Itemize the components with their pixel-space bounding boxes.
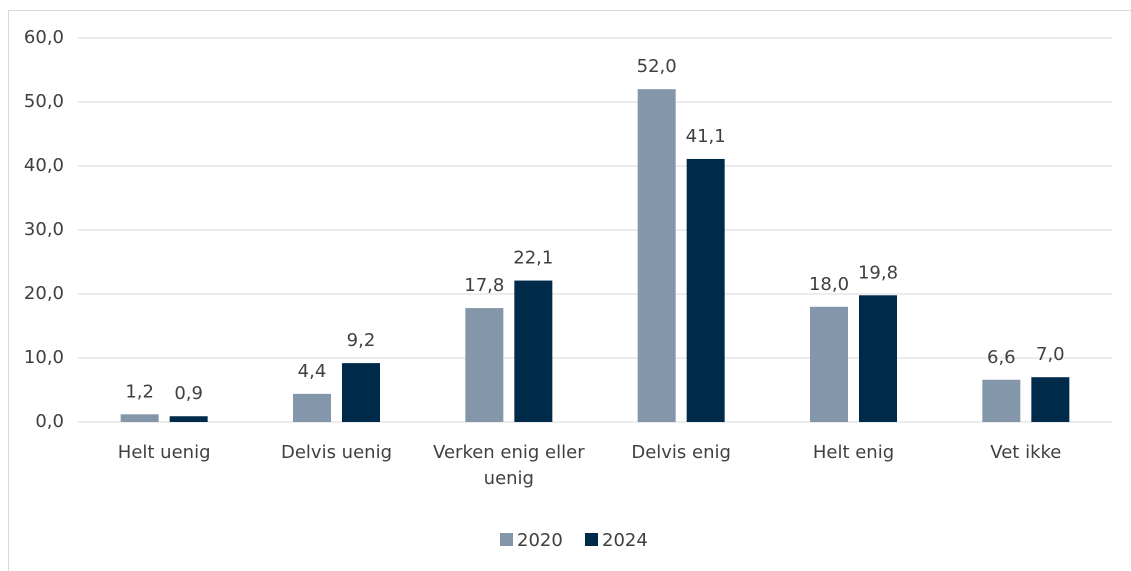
bar [810,306,848,422]
data-label: 9,2 [347,330,376,351]
bar [686,158,725,422]
bar [293,393,331,422]
bar [637,89,676,422]
bar [514,280,553,422]
x-tick-label: Vet ikke [990,442,1062,463]
x-tick-label: Delvis enig [631,442,731,463]
y-tick-label: 40,0 [24,155,64,176]
data-label: 41,1 [686,126,726,147]
legend-label: 2020 [517,530,563,551]
data-label: 52,0 [637,56,677,77]
y-tick-label: 50,0 [24,91,64,112]
bar [1031,377,1070,422]
data-label: 22,1 [513,248,553,269]
legend-swatch [500,533,513,546]
bar [169,416,208,422]
x-tick-label: Delvis uenig [280,442,392,463]
data-label: 0,9 [174,383,203,404]
x-tick-label: Helt uenig [117,442,211,463]
y-tick-label: 60,0 [24,27,64,48]
bar [120,414,159,422]
data-label: 17,8 [464,275,504,296]
legend-swatch [585,533,598,546]
y-tick-label: 30,0 [24,219,64,240]
y-tick-label: 10,0 [24,347,64,368]
data-label: 19,8 [858,262,898,283]
data-label: 1,2 [125,381,154,402]
data-label: 18,0 [809,274,849,295]
data-label: 4,4 [298,361,327,382]
y-tick-label: 0,0 [35,411,64,432]
bar [859,295,897,422]
x-tick-label: Verken enig eller uenig [433,442,585,489]
data-label: 6,6 [987,347,1016,368]
bar [982,379,1021,422]
bar [465,308,504,422]
y-tick-label: 20,0 [24,283,64,304]
data-label: 7,0 [1036,344,1065,365]
legend-label: 2024 [602,530,648,551]
x-tick-label: Helt enig [812,442,895,463]
bar [342,363,380,422]
chart-frame [8,10,1131,571]
